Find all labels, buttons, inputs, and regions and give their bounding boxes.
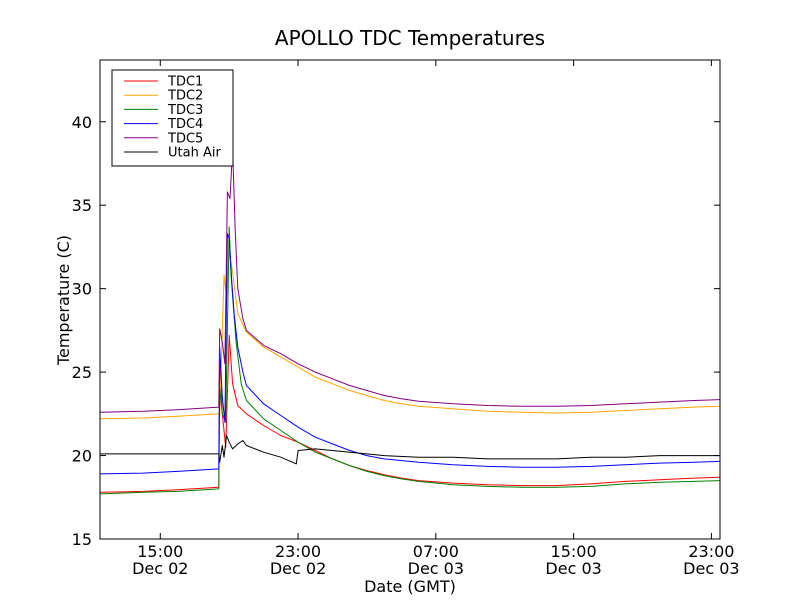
legend-label: TDC4	[167, 117, 203, 132]
plot-frame	[99, 59, 721, 540]
y-tick-label: 30	[72, 280, 92, 299]
y-tick-label: 40	[72, 113, 92, 132]
legend-frame	[111, 69, 234, 167]
series-line-tdc1	[100, 334, 720, 493]
x-tick-label-time: 23:00	[275, 542, 321, 561]
y-tick-label: 35	[72, 196, 92, 215]
legend-label: TDC2	[167, 89, 203, 104]
x-tick-label-time: 23:00	[688, 542, 734, 561]
y-tick-label: 25	[72, 363, 92, 382]
series-line-tdc3	[100, 226, 720, 495]
x-tick-label-date: Dec 03	[545, 559, 601, 578]
x-tick-label-date: Dec 03	[408, 559, 464, 578]
series-line-tdc5	[100, 148, 720, 413]
x-tick-label-date: Dec 02	[270, 559, 326, 578]
x-tick-label-time: 07:00	[413, 542, 459, 561]
legend-label: TDC1	[167, 75, 203, 90]
y-axis-title: Temperature (C)	[54, 235, 73, 366]
legend-label: TDC5	[167, 131, 203, 146]
y-tick-label: 15	[72, 530, 92, 549]
series-layer	[100, 148, 720, 495]
x-axis-title: Date (GMT)	[364, 577, 456, 596]
chart-title: APOLLO TDC Temperatures	[275, 26, 545, 50]
legend-label: Utah Air	[168, 146, 221, 161]
legend-label: TDC3	[167, 103, 203, 118]
x-tick-label-time: 15:00	[551, 542, 597, 561]
x-tick-label-time: 15:00	[137, 542, 183, 561]
y-tick-label: 20	[72, 447, 92, 466]
series-line-tdc2	[100, 251, 720, 420]
series-line-tdc4	[100, 233, 720, 475]
series-line-utah-air	[100, 435, 720, 465]
x-tick-label-date: Dec 02	[132, 559, 188, 578]
x-tick-label-date: Dec 03	[683, 559, 739, 578]
